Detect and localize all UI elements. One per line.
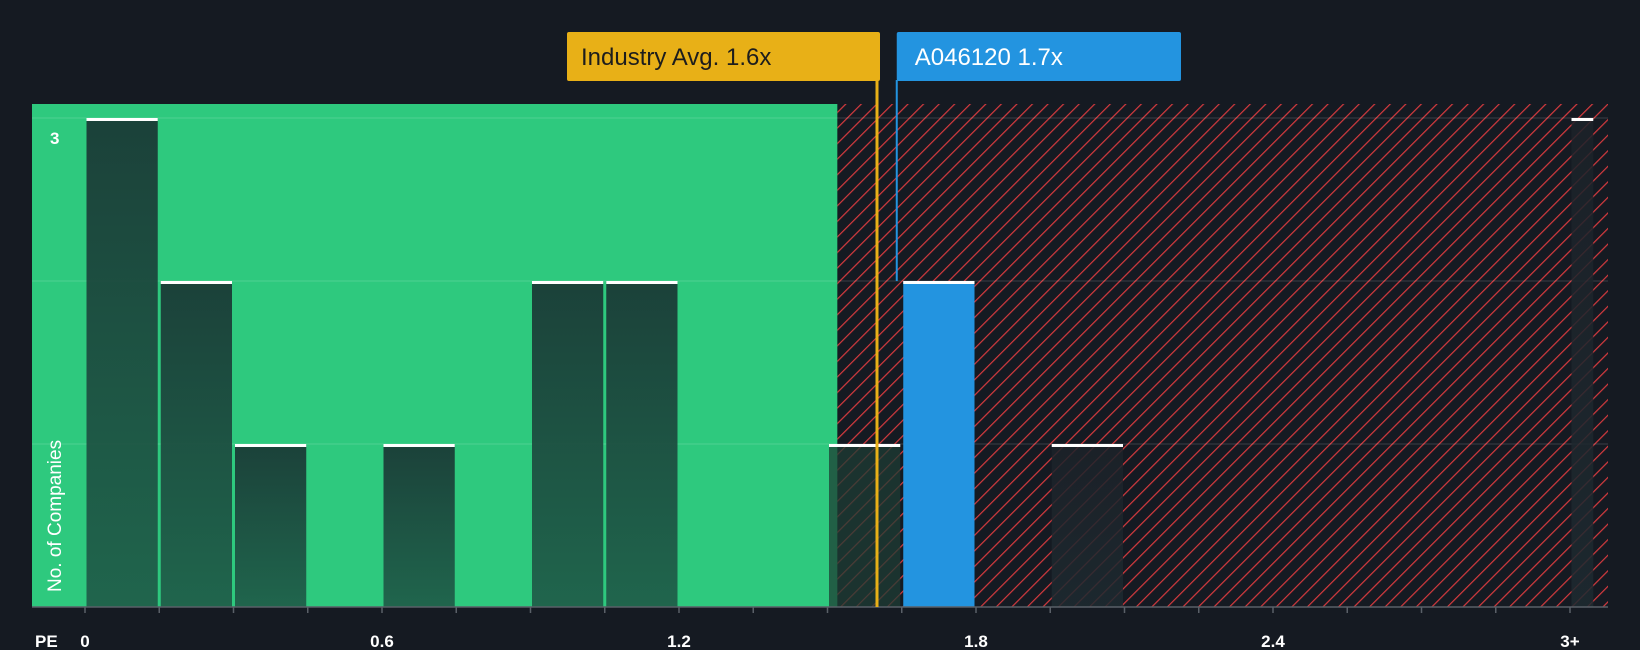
bar-6 [829,444,901,607]
y-tick-label-3: 3 [50,129,59,148]
company-label: A046120 1.7x [915,44,1063,71]
bar-company [903,281,975,607]
x-tick-label-1: 0.6 [370,632,394,650]
bar-8 [1051,444,1123,607]
bar-2 [235,444,307,607]
industry-avg-marker: Industry Avg. 1.6x [567,32,880,607]
company-marker: A046120 1.7x [895,32,1181,281]
bar-9 [1571,118,1594,607]
x-ticks-group: 0 0.6 1.2 1.8 2.4 3+ [80,607,1580,650]
bars-group [86,118,1594,607]
industry-avg-callout [567,32,880,81]
bar-0 [86,118,158,607]
x-tick-label-0: 0 [80,632,89,650]
x-tick-label-4: 2.4 [1261,632,1285,650]
bar-4 [532,281,604,607]
bar-3 [383,444,455,607]
bar-1 [160,281,232,607]
y-axis-label: No. of Companies [45,440,66,592]
x-tick-label-5: 3+ [1560,632,1579,650]
bar-5 [606,281,678,607]
company-callout [896,32,1181,81]
x-tick-label-2: 1.2 [667,632,691,650]
industry-avg-label: Industry Avg. 1.6x [581,44,771,71]
x-tick-label-3: 1.8 [964,632,988,650]
x-axis-label: PE [35,632,58,650]
